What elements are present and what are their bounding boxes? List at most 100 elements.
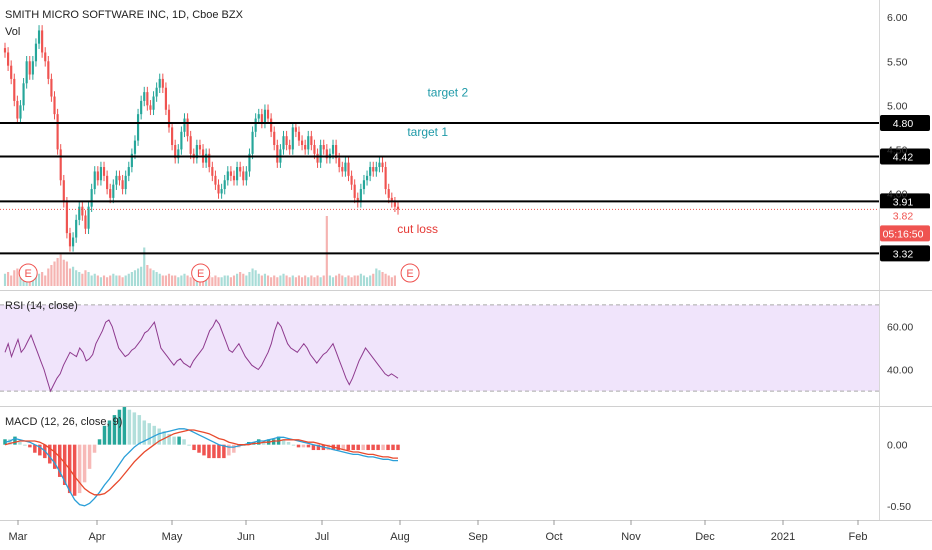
macd-histogram-bar	[301, 444, 306, 448]
volume-bar	[239, 272, 242, 286]
volume-bar	[13, 270, 16, 286]
volume-bar	[41, 272, 44, 286]
time-axis-labels: Mar Apr May Jun Jul Aug Sep Oct Nov Dec 2021 Feb	[9, 520, 868, 543]
volume-bars	[3, 216, 396, 286]
macd-histogram-bar	[28, 444, 32, 448]
candle	[223, 174, 226, 195]
candle	[242, 166, 245, 186]
volume-bar	[106, 277, 109, 286]
signal-line	[4, 429, 398, 496]
level-label: 4.80	[893, 118, 914, 130]
macd-histogram-bar	[261, 441, 266, 445]
macd-histogram-bar	[286, 441, 291, 445]
macd-histogram-bar	[62, 444, 67, 485]
x-tick-label: Feb	[849, 531, 868, 543]
volume-bar	[53, 261, 56, 286]
volume-bar	[180, 275, 183, 286]
candle	[294, 122, 297, 138]
volume-bar	[344, 277, 347, 286]
candle	[260, 108, 263, 129]
macd-histogram-bar	[137, 415, 142, 445]
candle	[127, 161, 130, 182]
volume-bar	[372, 273, 375, 286]
candle	[372, 161, 375, 177]
level-label: 4.42	[893, 151, 914, 163]
candle	[121, 174, 124, 195]
annotations: target 2 target 1 cut loss	[397, 86, 468, 237]
volume-bar	[37, 273, 41, 286]
candle	[3, 42, 7, 58]
volume-bar	[19, 275, 22, 286]
candle	[248, 148, 251, 177]
volume-bar	[214, 275, 217, 286]
macd-histogram-bar	[207, 444, 211, 459]
candle	[319, 139, 322, 168]
candlesticks	[3, 25, 400, 252]
volume-bar	[171, 275, 174, 286]
earnings-marker	[18, 263, 38, 283]
candle	[276, 139, 279, 168]
volume-bar	[205, 277, 208, 286]
volume-bar	[167, 273, 171, 286]
volume-bar	[356, 275, 359, 286]
volume-bar	[68, 268, 72, 286]
macd-histogram-bar	[132, 412, 137, 445]
last-price-tag	[880, 208, 930, 223]
candle	[13, 73, 16, 107]
candle	[81, 201, 84, 221]
volume-bar	[44, 275, 47, 286]
macd-histogram-bar	[351, 444, 355, 451]
volume-bar	[161, 275, 164, 286]
volume-bar	[155, 272, 158, 286]
macd-histogram-bar	[256, 439, 261, 445]
candle	[44, 47, 47, 67]
candle	[149, 100, 152, 116]
candle	[78, 201, 81, 226]
macd-histogram-bar	[122, 407, 127, 445]
candle	[56, 108, 59, 155]
candle	[106, 170, 109, 195]
macd-histogram-bar	[107, 420, 112, 445]
candle	[393, 196, 396, 212]
macd-histogram-bar	[8, 439, 12, 445]
candle	[161, 73, 164, 94]
candle	[34, 38, 38, 67]
macd-histogram-bar	[13, 436, 17, 445]
candle	[310, 130, 313, 151]
macd-histogram-bar	[48, 444, 52, 464]
rsi-band	[0, 304, 879, 392]
horizontal-levels[interactable]: 4.80 4.42 3.91 3.32 3.82 05:16:50	[0, 114, 930, 262]
volume-bar	[242, 273, 245, 286]
macd-histogram-bar	[217, 444, 221, 459]
candle	[226, 166, 229, 186]
macd-histogram-bar	[87, 444, 92, 469]
volume-bar	[140, 266, 143, 286]
macd-histogram-bar	[38, 444, 42, 456]
y-tick-label: 40.00	[887, 365, 913, 377]
macd-histogram-bar	[57, 444, 62, 477]
candle	[378, 157, 381, 173]
price-axis-labels: 6.00 5.50 5.00 4.50 4.00 60.00 40.00 0.00 -0.50	[887, 12, 913, 513]
candle	[164, 82, 167, 116]
macd-histogram-bar	[336, 444, 341, 451]
candle	[205, 148, 208, 168]
volume-bar	[164, 275, 167, 286]
volume-bar	[300, 277, 304, 286]
macd-histogram-bar	[167, 433, 171, 445]
macd-histogram-bar	[127, 409, 132, 445]
candle	[130, 148, 133, 173]
macd-histogram-bar	[361, 444, 365, 451]
volume-bar	[291, 275, 294, 286]
earnings-marker	[191, 263, 211, 283]
volume-bar	[322, 275, 325, 286]
volume-bar	[390, 277, 393, 286]
candle	[198, 139, 202, 155]
candle	[232, 170, 236, 186]
candle	[171, 122, 174, 151]
volume-bar	[10, 275, 13, 286]
candle	[133, 135, 137, 160]
candle	[353, 179, 356, 204]
y-tick-label: 6.00	[887, 12, 908, 24]
